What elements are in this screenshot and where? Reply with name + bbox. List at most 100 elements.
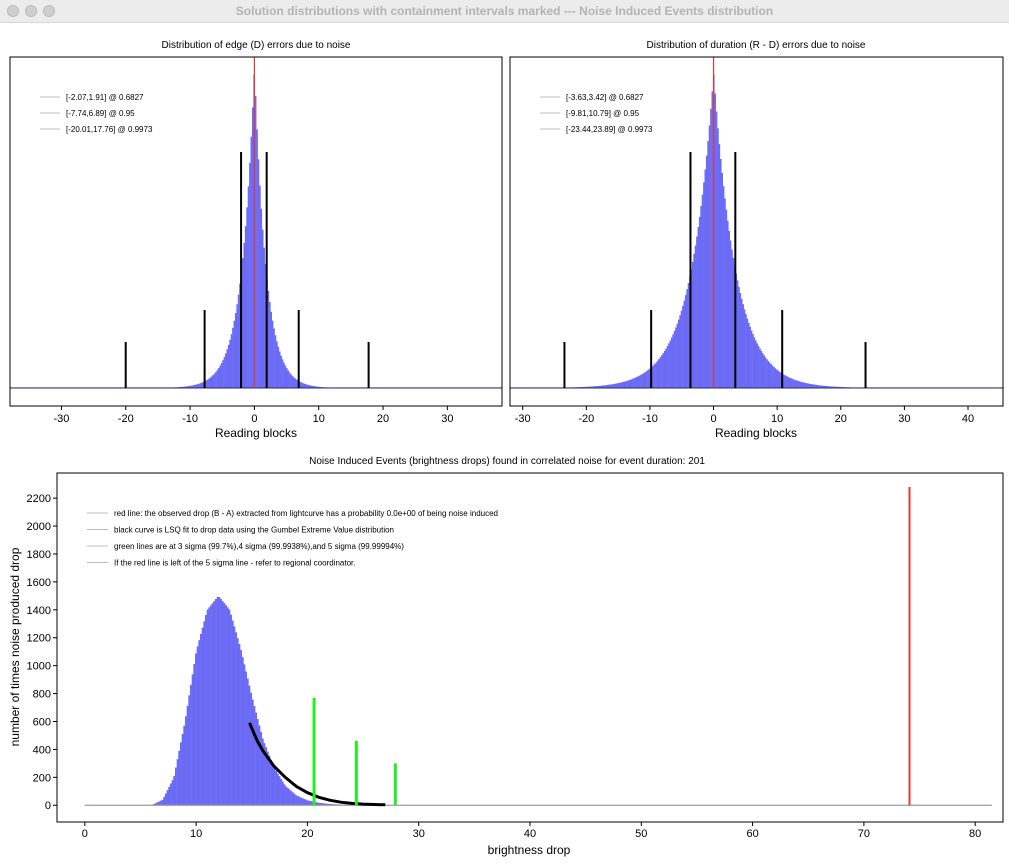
histogram-bar [710,108,712,388]
histogram-bar [285,786,288,806]
duration-error-x-axis-label: Reading blocks [715,426,797,440]
histogram-bar [161,799,164,806]
histogram-bar [752,334,754,388]
histogram-bar [630,379,633,388]
histogram-bar [836,386,838,388]
histogram-bar [215,371,217,388]
histogram-bar [200,633,202,806]
histogram-bar [196,646,199,806]
histogram-bar [652,365,655,388]
histogram-bar [179,742,182,806]
histogram-bar [263,743,266,806]
histogram-bar [295,795,298,806]
histogram-bar [271,320,274,388]
histogram-bar [817,385,820,388]
histogram-bar [205,615,207,806]
histogram-bar [775,369,778,388]
histogram-bar [181,734,184,806]
histogram-bar [216,596,219,806]
x-tick-label: -30 [53,413,69,425]
histogram-bar [782,374,785,388]
histogram-bar [813,384,816,388]
zoom-window-button[interactable] [43,5,55,17]
histogram-bar [323,803,326,806]
histogram-bar [732,257,735,388]
histogram-bar [254,95,257,389]
histogram-bar [328,803,331,806]
histogram-bar [668,343,670,388]
histogram-bar [179,386,182,388]
histogram-bar [310,801,313,806]
histogram-bar [308,800,311,806]
histogram-bar [318,802,321,806]
histogram-bar [698,216,701,388]
histogram-bar [238,644,241,806]
x-tick-label: 60 [746,828,758,840]
histogram-bar [655,362,658,388]
x-tick-label: 40 [524,828,536,840]
histogram-bar [603,385,606,388]
x-tick-label: -20 [578,413,594,425]
histogram-bar [195,653,197,806]
histogram-bar [312,386,315,388]
histogram-bar [645,371,648,388]
histogram-bar [245,671,248,806]
histogram-bar [738,286,740,388]
histogram-bar [784,375,786,388]
histogram-bar [164,793,167,806]
histogram-bar [754,340,757,388]
histogram-bar [260,732,263,806]
histogram-bar [283,784,286,806]
histogram-bar [788,377,791,388]
histogram-bar [791,378,793,388]
x-tick-label: 0 [82,828,88,840]
histogram-bar [620,382,623,388]
histogram-bar [315,386,318,388]
histogram-bar [623,381,626,388]
histogram-bar [774,368,777,388]
histogram-bar [666,346,669,388]
histogram-bar [627,380,630,388]
histogram-bar [281,781,284,806]
histogram-bar [248,685,251,806]
histogram-bar [585,386,588,388]
histogram-bar [225,605,227,806]
histogram-bar [801,382,803,388]
histogram-bar [191,674,194,806]
y-tick-label: 0 [45,800,51,812]
histogram-bar [624,381,627,388]
histogram-bar [596,386,599,388]
histogram-bar [684,295,687,388]
histogram-bar [293,793,296,806]
histogram-bar [303,799,306,806]
histogram-bar [300,382,302,388]
histogram-bar [278,776,281,806]
histogram-bar [267,290,270,388]
histogram-bar [302,383,305,388]
edge-error-intervals [124,57,370,388]
histogram-bar [305,799,308,806]
histogram-bar [753,337,756,388]
x-tick-label: 10 [190,828,202,840]
histogram-bar [742,304,744,388]
duration-error-histogram [510,74,1005,389]
histogram-bar [600,385,603,388]
histogram-bar [186,705,189,806]
histogram-bar [290,790,293,806]
histogram-bar [288,372,291,388]
histogram-bar [834,386,837,388]
x-tick-label: 20 [835,413,847,425]
close-window-button[interactable] [7,5,19,17]
histogram-bar [233,320,236,388]
histogram-bar [631,378,634,388]
histogram-bar [263,247,265,388]
histogram-bar [670,337,673,388]
histogram-bar [798,381,800,388]
histogram-bar [759,348,761,388]
duration-error-chart-title: Distribution of duration (R - D) errors … [647,40,866,51]
histogram-bar [823,385,826,388]
x-tick-label: 0 [710,413,716,425]
histogram-bar [241,657,244,806]
minimize-window-button[interactable] [25,5,37,17]
x-tick-label: 30 [898,413,910,425]
